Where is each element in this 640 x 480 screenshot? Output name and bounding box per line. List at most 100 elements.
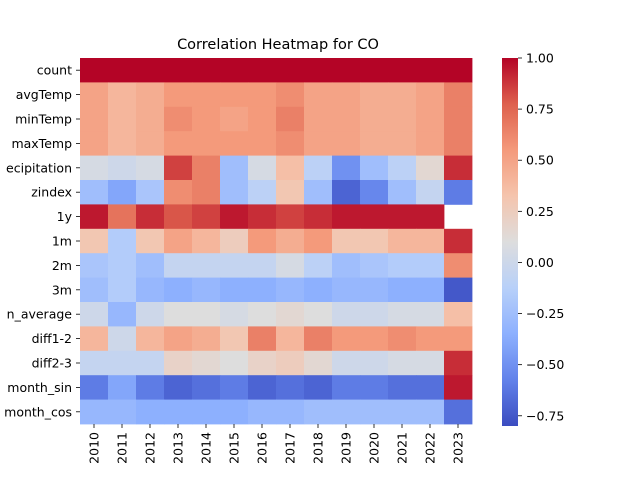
heatmap-cell — [220, 350, 249, 376]
colorbar-gradient — [502, 58, 518, 426]
heatmap-cell — [192, 228, 221, 254]
heatmap-cell — [248, 399, 277, 425]
heatmap-cell — [304, 350, 333, 376]
heatmap-cell — [360, 350, 389, 376]
heatmap-cell — [360, 131, 389, 156]
heatmap-cell — [304, 399, 333, 425]
heatmap-cell — [416, 302, 445, 327]
heatmap-cell — [192, 180, 221, 205]
heatmap-cell — [192, 58, 221, 83]
heatmap-cell — [388, 302, 417, 327]
heatmap-cell — [192, 131, 221, 156]
heatmap-cell — [360, 106, 389, 132]
heatmap-cell — [332, 131, 361, 156]
heatmap-cell — [80, 106, 109, 132]
column-label: 2021 — [395, 432, 410, 464]
row-label: diff1-2 — [32, 331, 72, 346]
heatmap-cell — [136, 399, 165, 425]
heatmap-cell — [276, 375, 305, 400]
heatmap-cell — [248, 155, 277, 181]
heatmap-cell — [360, 82, 389, 108]
heatmap-cell — [276, 131, 305, 156]
heatmap-cell — [164, 326, 193, 352]
heatmap-cell — [192, 375, 221, 400]
heatmap-cell — [332, 302, 361, 327]
heatmap-cell — [304, 228, 333, 254]
heatmap-cell — [416, 277, 445, 303]
heatmap-cell — [276, 106, 305, 132]
heatmap-cell — [388, 399, 417, 425]
heatmap-cell — [304, 277, 333, 303]
heatmap-cell — [388, 155, 417, 181]
heatmap-cell — [444, 106, 473, 132]
heatmap-cell — [220, 58, 249, 83]
heatmap-cell — [416, 326, 445, 352]
heatmap-cell — [220, 82, 249, 108]
heatmap-cell — [304, 302, 333, 327]
heatmap-cell — [192, 326, 221, 352]
row-label: month_sin — [7, 380, 72, 395]
column-label: 2022 — [423, 432, 438, 464]
row-label: minTemp — [15, 112, 72, 127]
heatmap-cell — [164, 131, 193, 156]
column-label: 2016 — [255, 432, 270, 464]
heatmap-cell — [416, 350, 445, 376]
heatmap-cell — [248, 106, 277, 132]
heatmap-cell — [248, 58, 277, 83]
heatmap-cell — [332, 326, 361, 352]
heatmap-cell — [108, 350, 137, 376]
heatmap-cell — [136, 204, 165, 230]
heatmap-cell — [444, 228, 473, 254]
heatmap-cell — [164, 350, 193, 376]
heatmap-cell — [444, 253, 473, 278]
heatmap-cell — [444, 302, 473, 327]
heatmap-cell — [164, 277, 193, 303]
heatmap-cell — [136, 350, 165, 376]
heatmap-cell — [304, 155, 333, 181]
heatmap-cell — [248, 302, 277, 327]
heatmap-cell — [220, 228, 249, 254]
heatmap-cell — [276, 180, 305, 205]
heatmap-cell — [108, 204, 137, 230]
heatmap-cell — [248, 82, 277, 108]
heatmap-cell — [276, 58, 305, 83]
row-label: 1m — [52, 234, 72, 249]
heatmap-cell — [220, 131, 249, 156]
heatmap-cell — [136, 58, 165, 83]
column-label: 2010 — [87, 432, 102, 464]
heatmap-cell — [304, 326, 333, 352]
heatmap-cell — [416, 58, 445, 83]
row-label: diff2-3 — [32, 356, 72, 371]
heatmap-cell — [192, 350, 221, 376]
heatmap-cell — [360, 375, 389, 400]
heatmap-cell — [220, 180, 249, 205]
heatmap-cell — [220, 204, 249, 230]
heatmap-cell — [80, 302, 109, 327]
heatmap-cell — [388, 106, 417, 132]
chart-title: Correlation Heatmap for CO — [177, 37, 379, 53]
column-label: 2020 — [367, 432, 382, 464]
heatmap-cell — [388, 228, 417, 254]
heatmap-cell — [108, 302, 137, 327]
heatmap-cell — [108, 399, 137, 425]
heatmap-cell — [332, 253, 361, 278]
heatmap-cell — [164, 228, 193, 254]
heatmap-cell — [80, 228, 109, 254]
heatmap-cell — [332, 350, 361, 376]
heatmap-cell — [192, 253, 221, 278]
column-label: 2014 — [199, 432, 214, 464]
row-label: ecipitation — [6, 160, 72, 175]
heatmap-cell — [360, 180, 389, 205]
heatmap-cell — [136, 106, 165, 132]
heatmap-cell — [80, 180, 109, 205]
heatmap-cell — [192, 106, 221, 132]
column-labels: 2010 2011 2012 2013 2014 2015 2016 2017 2018 2019… — [87, 424, 466, 464]
heatmap-cell — [332, 204, 361, 230]
heatmap-cell — [220, 277, 249, 303]
row-label: maxTemp — [11, 136, 72, 151]
heatmap-cell — [416, 82, 445, 108]
heatmap-cell — [388, 82, 417, 108]
colorbar-tick-label: −0.25 — [526, 306, 564, 321]
colorbar-tick-label: 0.50 — [526, 153, 554, 168]
heatmap-cell — [164, 204, 193, 230]
